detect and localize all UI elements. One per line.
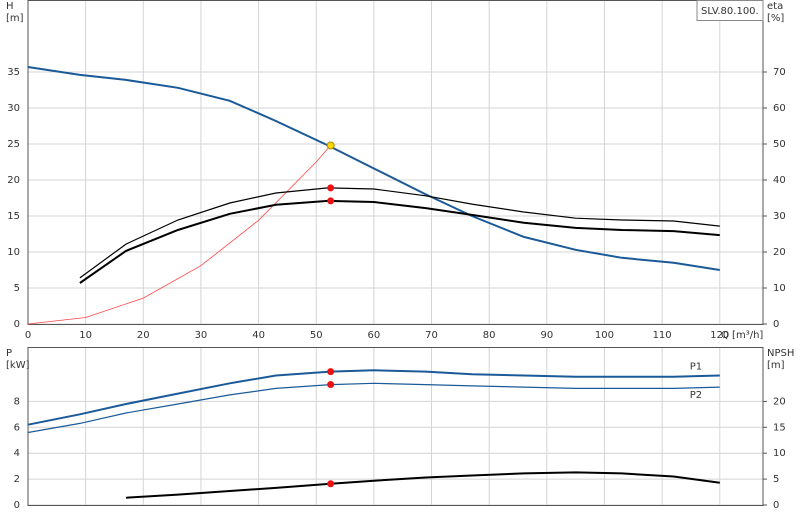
curve: [79, 199, 720, 284]
x-tick-label: 20: [137, 330, 150, 341]
y2-axis-label: NPSH: [767, 348, 794, 359]
y-tick-label: 2: [14, 474, 20, 485]
operating-point: [326, 141, 335, 150]
x-tick-label: 0: [25, 330, 31, 341]
operating-point: [327, 368, 335, 376]
y2-tick-label: 50: [773, 139, 786, 150]
y-tick-label: 4: [14, 448, 20, 459]
y-tick-label: 30: [7, 103, 20, 114]
plot-frame: [27, 0, 764, 325]
y-tick-label: 8: [14, 396, 20, 407]
y-axis-label: [kW]: [6, 360, 30, 371]
y2-axis-label: eta: [767, 1, 783, 12]
y2-tick-label: 10: [773, 448, 786, 459]
y-tick-label: 20: [7, 175, 20, 186]
curve: [125, 471, 720, 499]
curve-label: P1: [690, 361, 702, 372]
x-tick-label: 80: [483, 330, 496, 341]
operating-point: [327, 184, 335, 192]
curve: [79, 187, 720, 279]
curve: [27, 382, 720, 434]
x-tick-label: 110: [653, 330, 672, 341]
y2-tick-label: 0: [773, 500, 779, 511]
y2-tick-label: 10: [773, 283, 786, 294]
operating-point: [327, 381, 335, 389]
curve: [27, 369, 720, 426]
y-tick-label: 10: [7, 247, 20, 258]
x-tick-label: 70: [425, 330, 438, 341]
y-tick-label: 15: [7, 211, 20, 222]
tag-box: [696, 0, 764, 21]
y-tick-label: 25: [7, 139, 20, 150]
y2-tick-label: 60: [773, 103, 786, 114]
y2-tick-label: 30: [773, 211, 786, 222]
operating-point: [327, 197, 335, 205]
y-tick-label: 35: [7, 67, 20, 78]
curve-label: P2: [690, 390, 702, 401]
x-tick-label: 60: [368, 330, 381, 341]
x-tick-label: 10: [79, 330, 92, 341]
y-axis-label: P: [6, 348, 12, 359]
x-tick-label: 50: [310, 330, 323, 341]
y2-tick-label: 20: [773, 396, 786, 407]
y-axis-label: H: [6, 1, 14, 12]
y2-tick-label: 20: [773, 247, 786, 258]
x-tick-label: 100: [595, 330, 614, 341]
x-tick-label: 40: [252, 330, 265, 341]
y2-tick-label: 70: [773, 67, 786, 78]
plot-frame: [27, 347, 764, 506]
y2-axis-label: [m]: [767, 360, 785, 371]
x-tick-label: 120: [710, 330, 729, 341]
y2-tick-label: 5: [773, 474, 779, 485]
y-tick-label: 0: [14, 319, 20, 330]
y2-axis-label: [%]: [767, 13, 784, 24]
x-tick-label: 30: [195, 330, 208, 341]
y2-tick-label: 40: [773, 175, 786, 186]
curve: [27, 66, 720, 271]
x-tick-label: 90: [540, 330, 553, 341]
y-tick-label: 6: [14, 422, 20, 433]
y2-tick-label: 0: [773, 319, 779, 330]
operating-point: [327, 480, 335, 488]
curve: [27, 145, 331, 325]
y-axis-label: [m]: [6, 13, 24, 24]
y-tick-label: 5: [14, 283, 20, 294]
tag-label: SLV.80.100.: [701, 6, 759, 17]
x-axis-label: Q [m³/h]: [721, 330, 763, 341]
y2-tick-label: 15: [773, 422, 786, 433]
y-tick-label: 0: [14, 500, 20, 511]
